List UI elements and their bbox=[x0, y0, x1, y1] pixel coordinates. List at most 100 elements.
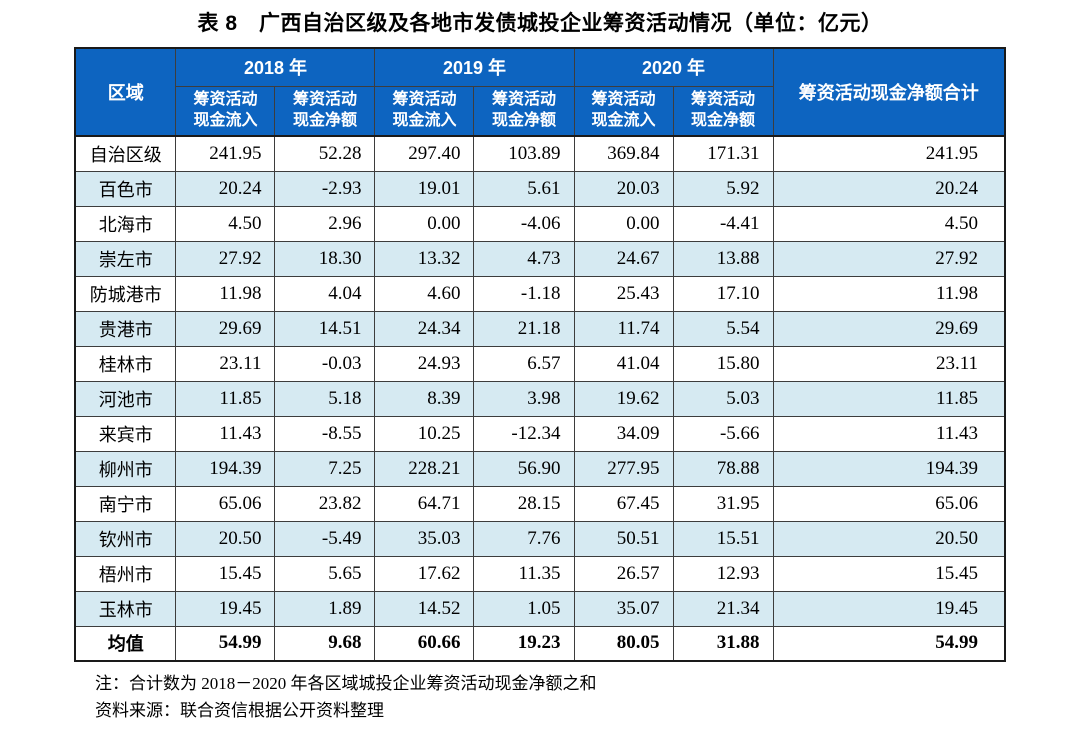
table-row: 河池市 11.85 5.18 8.39 3.98 19.62 5.03 11.8… bbox=[74, 380, 1006, 417]
value-net-total: 11.98 bbox=[772, 275, 1006, 312]
value-net-total: 194.39 bbox=[772, 450, 1006, 487]
value-2018-inflow: 54.99 bbox=[175, 625, 276, 662]
value-2019-inflow: 297.40 bbox=[374, 135, 475, 172]
value-2020-inflow: 24.67 bbox=[573, 240, 674, 277]
value-2018-net: -8.55 bbox=[274, 415, 376, 452]
value-2019-inflow: 64.71 bbox=[374, 485, 475, 522]
table-row: 桂林市 23.11 -0.03 24.93 6.57 41.04 15.80 2… bbox=[74, 345, 1006, 382]
header-year-row: 区域 2018 年 2019 年 2020 年 筹资活动现金净额合计 bbox=[74, 47, 1006, 137]
region-column-header: 区域 bbox=[74, 47, 177, 137]
value-2019-inflow: 4.60 bbox=[374, 275, 475, 312]
value-2019-inflow: 8.39 bbox=[374, 380, 475, 417]
value-2019-net: 103.89 bbox=[473, 135, 575, 172]
col-header-2020-net: 筹资活动 现金净额 bbox=[672, 85, 774, 137]
value-2020-net: -4.41 bbox=[672, 205, 774, 242]
value-2018-net: 4.04 bbox=[274, 275, 376, 312]
value-2020-inflow: 11.74 bbox=[573, 310, 674, 347]
value-2020-net: 21.34 bbox=[672, 590, 774, 627]
region-name: 防城港市 bbox=[74, 275, 177, 312]
region-name: 自治区级 bbox=[74, 135, 177, 172]
table-row: 防城港市 11.98 4.04 4.60 -1.18 25.43 17.10 1… bbox=[74, 275, 1006, 312]
value-2019-net: 3.98 bbox=[473, 380, 575, 417]
table-row: 崇左市 27.92 18.30 13.32 4.73 24.67 13.88 2… bbox=[74, 240, 1006, 277]
value-net-total: 241.95 bbox=[772, 135, 1006, 172]
value-2019-net: 28.15 bbox=[473, 485, 575, 522]
col-header-2019-inflow: 筹资活动 现金流入 bbox=[374, 85, 475, 137]
value-2019-inflow: 0.00 bbox=[374, 205, 475, 242]
value-net-total: 20.24 bbox=[772, 170, 1006, 207]
value-2020-inflow: 25.43 bbox=[573, 275, 674, 312]
region-name: 钦州市 bbox=[74, 520, 177, 557]
value-2019-net: 7.76 bbox=[473, 520, 575, 557]
table-title: 表 8 广西自治区级及各地市发债城投企业筹资活动情况（单位：亿元） bbox=[197, 12, 883, 35]
value-2020-inflow: 67.45 bbox=[573, 485, 674, 522]
value-2019-inflow: 19.01 bbox=[374, 170, 475, 207]
year-2018-header: 2018 年 bbox=[175, 47, 376, 87]
region-name: 来宾市 bbox=[74, 415, 177, 452]
value-2020-net: 171.31 bbox=[672, 135, 774, 172]
value-2018-inflow: 241.95 bbox=[175, 135, 276, 172]
value-2020-net: 31.95 bbox=[672, 485, 774, 522]
region-name: 百色市 bbox=[74, 170, 177, 207]
value-2020-net: 5.92 bbox=[672, 170, 774, 207]
value-2019-net: -12.34 bbox=[473, 415, 575, 452]
value-2018-net: 2.96 bbox=[274, 205, 376, 242]
region-name: 梧州市 bbox=[74, 555, 177, 592]
value-2018-inflow: 65.06 bbox=[175, 485, 276, 522]
value-net-total: 29.69 bbox=[772, 310, 1006, 347]
region-name: 玉林市 bbox=[74, 590, 177, 627]
value-net-total: 65.06 bbox=[772, 485, 1006, 522]
value-2020-inflow: 277.95 bbox=[573, 450, 674, 487]
value-2019-inflow: 17.62 bbox=[374, 555, 475, 592]
value-2018-net: 5.18 bbox=[274, 380, 376, 417]
note-line: 注：合计数为 2018－2020 年各区域城投企业筹资活动现金净额之和 bbox=[95, 674, 597, 693]
value-net-total: 11.85 bbox=[772, 380, 1006, 417]
financing-activities-table: 区域 2018 年 2019 年 2020 年 筹资活动现金净额合计 筹资活动现… bbox=[73, 47, 1007, 662]
region-name: 崇左市 bbox=[74, 240, 177, 277]
value-2018-inflow: 4.50 bbox=[175, 205, 276, 242]
table-row: 柳州市 194.39 7.25 228.21 56.90 277.95 78.8… bbox=[74, 450, 1006, 487]
value-2018-inflow: 11.85 bbox=[175, 380, 276, 417]
value-2018-net: 9.68 bbox=[274, 625, 376, 662]
table-notes: 注：合计数为 2018－2020 年各区域城投企业筹资活动现金净额之和 资料来源… bbox=[95, 670, 1080, 724]
value-2020-net: 5.03 bbox=[672, 380, 774, 417]
value-2019-inflow: 14.52 bbox=[374, 590, 475, 627]
value-2020-inflow: 41.04 bbox=[573, 345, 674, 382]
source-line: 资料来源：联合资信根据公开资料整理 bbox=[95, 701, 384, 720]
value-2019-net: 1.05 bbox=[473, 590, 575, 627]
header-sub-row: 筹资活动 现金流入 筹资活动 现金净额 筹资活动 现金流入 筹资活动 现金净额 筹资活动… bbox=[75, 85, 1005, 137]
value-2018-inflow: 23.11 bbox=[175, 345, 276, 382]
value-net-total: 4.50 bbox=[772, 205, 1006, 242]
region-name: 桂林市 bbox=[74, 345, 177, 382]
value-2020-net: 31.88 bbox=[672, 625, 774, 662]
value-2018-inflow: 19.45 bbox=[175, 590, 276, 627]
value-2020-inflow: 369.84 bbox=[573, 135, 674, 172]
value-2020-net: 12.93 bbox=[672, 555, 774, 592]
year-2020-header: 2020 年 bbox=[573, 47, 774, 87]
value-2020-net: 15.80 bbox=[672, 345, 774, 382]
value-2018-net: 7.25 bbox=[274, 450, 376, 487]
value-2018-net: 14.51 bbox=[274, 310, 376, 347]
value-2019-inflow: 24.93 bbox=[374, 345, 475, 382]
table-row: 自治区级 241.95 52.28 297.40 103.89 369.84 1… bbox=[74, 135, 1006, 172]
value-2020-net: 5.54 bbox=[672, 310, 774, 347]
table-row: 均值 54.99 9.68 60.66 19.23 80.05 31.88 54… bbox=[74, 625, 1006, 662]
value-2018-net: 1.89 bbox=[274, 590, 376, 627]
table-body: 自治区级 241.95 52.28 297.40 103.89 369.84 1… bbox=[74, 135, 1006, 662]
value-2018-inflow: 20.50 bbox=[175, 520, 276, 557]
value-net-total: 27.92 bbox=[772, 240, 1006, 277]
value-net-total: 11.43 bbox=[772, 415, 1006, 452]
region-name: 北海市 bbox=[74, 205, 177, 242]
value-2020-net: -5.66 bbox=[672, 415, 774, 452]
region-name: 柳州市 bbox=[74, 450, 177, 487]
value-2020-net: 13.88 bbox=[672, 240, 774, 277]
value-2019-net: 11.35 bbox=[473, 555, 575, 592]
table-row: 梧州市 15.45 5.65 17.62 11.35 26.57 12.93 1… bbox=[74, 555, 1006, 592]
table-row: 玉林市 19.45 1.89 14.52 1.05 35.07 21.34 19… bbox=[74, 590, 1006, 627]
value-2020-inflow: 19.62 bbox=[573, 380, 674, 417]
region-name: 贵港市 bbox=[74, 310, 177, 347]
value-2018-inflow: 29.69 bbox=[175, 310, 276, 347]
region-name: 均值 bbox=[74, 625, 177, 662]
table-header: 区域 2018 年 2019 年 2020 年 筹资活动现金净额合计 筹资活动现… bbox=[74, 47, 1006, 137]
